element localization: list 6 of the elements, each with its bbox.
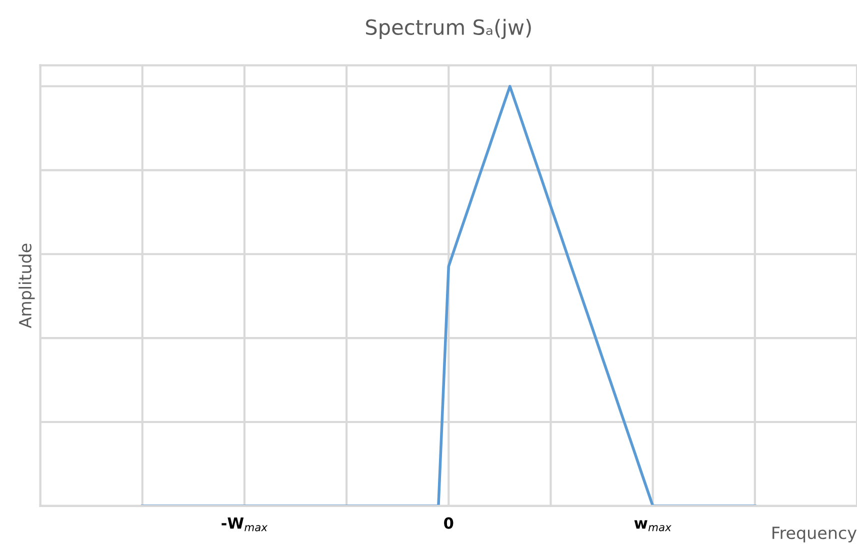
x-tick-label: w$_{max}$	[634, 520, 672, 532]
x-tick-label: -W$_{max}$	[222, 517, 268, 532]
x-tick-label: 0	[444, 517, 454, 529]
chart-title: Spectrum Sₐ(jw)	[366, 18, 531, 40]
x-axis-title: Frequency	[772, 526, 856, 542]
y-axis-title: Amplitude	[18, 244, 35, 328]
